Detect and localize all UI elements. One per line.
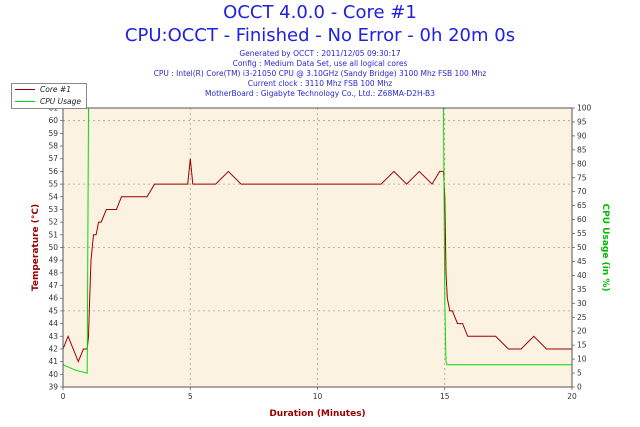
legend-swatch-cpu	[15, 101, 35, 102]
y2-axis-label: CPU Usage (in %)	[600, 204, 610, 292]
grid	[63, 108, 572, 387]
y2-tick-label: 15	[577, 341, 587, 350]
y2-tick-label: 100	[577, 104, 592, 113]
legend-label-cpu: CPU Usage	[40, 97, 82, 106]
x-tick-label: 20	[567, 392, 577, 401]
y2-tick-label: 95	[577, 117, 587, 126]
y2-tick-label: 50	[577, 243, 587, 252]
x-tick-label: 5	[188, 392, 193, 401]
y-tick-label: 45	[48, 306, 58, 315]
y-tick-label: 50	[48, 243, 58, 252]
info-cpu: CPU : Intel(R) Core(TM) i3-21050 CPU @ 3…	[153, 69, 487, 78]
legend-label-core: Core #1	[40, 85, 71, 94]
y-tick-label: 59	[48, 129, 58, 138]
legend-item-core: Core #1	[12, 84, 86, 96]
y-tick-label: 53	[48, 205, 58, 214]
y2-tick-label: 20	[577, 327, 587, 336]
y2-tick-label: 30	[577, 299, 587, 308]
info-motherboard: MotherBoard : Gigabyte Technology Co., L…	[205, 89, 435, 98]
y-tick-label: 58	[48, 142, 58, 151]
legend-item-cpu: CPU Usage	[12, 96, 86, 108]
info-clock: Current clock : 3110 Mhz FSB 100 Mhz	[247, 79, 393, 88]
y-tick-label: 56	[48, 167, 58, 176]
y2-tick-label: 80	[577, 159, 587, 168]
y2-tick-label: 5	[577, 369, 582, 378]
y-tick-label: 49	[48, 256, 58, 265]
y2-tick-label: 70	[577, 187, 587, 196]
x-tick-label: 0	[61, 392, 66, 401]
series-core-line	[62, 158, 572, 363]
chart-subtitle: CPU:OCCT - Finished - No Error - 0h 20m …	[124, 25, 516, 46]
y-tick-label: 55	[48, 180, 58, 189]
y2-tick-label: 75	[577, 173, 587, 182]
y-tick-label: 48	[48, 268, 58, 277]
info-config: Config : Medium Data Set, use all logica…	[232, 59, 408, 68]
y-tick-label: 60	[48, 116, 58, 125]
y2-tick-label: 10	[577, 355, 587, 364]
y2-tick-label: 40	[577, 271, 587, 280]
y2-tick-label: 65	[577, 201, 587, 210]
y2-tick-label: 25	[577, 313, 587, 322]
y2-tick-label: 55	[577, 229, 587, 238]
y-tick-label: 54	[48, 192, 58, 201]
y2-tick-label: 35	[577, 285, 587, 294]
y2-tick-label: 45	[577, 257, 587, 266]
y-tick-label: 44	[48, 319, 58, 328]
y-tick-label: 43	[48, 332, 58, 341]
y2-tick-label: 0	[577, 383, 582, 392]
legend-swatch-core	[15, 89, 35, 90]
y-tick-label: 51	[48, 230, 58, 239]
x-axis-label: Duration (Minutes)	[269, 409, 365, 419]
y-tick-label: 47	[48, 281, 58, 290]
y-tick-label: 40	[48, 370, 58, 379]
y-tick-label: 39	[48, 383, 58, 392]
y-tick-label: 46	[48, 294, 58, 303]
y-axis-label: Temperature (°C)	[31, 204, 41, 291]
y-tick-label: 42	[48, 344, 58, 353]
chart-title: OCCT 4.0.0 - Core #1	[223, 2, 417, 23]
y-tick-label: 41	[48, 357, 58, 366]
info-generated: Generated by OCCT : 2011/12/05 09:30:17	[239, 49, 401, 58]
x-tick-label: 10	[313, 392, 323, 401]
y2-tick-label: 90	[577, 131, 587, 140]
y2-tick-label: 85	[577, 145, 587, 154]
y-tick-label: 52	[48, 218, 58, 227]
legend: Core #1 CPU Usage	[11, 83, 87, 109]
ticks: 3940414243444546474849505152535455565758…	[48, 104, 591, 402]
y2-tick-label: 60	[577, 215, 587, 224]
x-tick-label: 15	[440, 392, 450, 401]
y-tick-label: 57	[48, 154, 58, 163]
